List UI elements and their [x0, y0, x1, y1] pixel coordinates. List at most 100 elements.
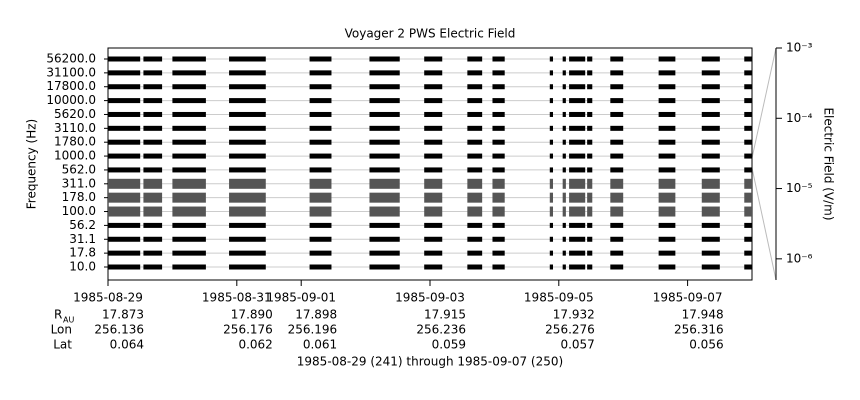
data-block — [467, 84, 483, 90]
data-block — [108, 56, 141, 62]
data-block — [744, 206, 752, 217]
ephemeris-value: 0.062 — [238, 338, 272, 352]
data-block — [744, 178, 752, 189]
data-block — [569, 153, 586, 159]
data-block — [108, 111, 141, 117]
y2-tick-label: 10⁻⁴ — [786, 111, 813, 125]
y-tick-label: 56.2 — [69, 218, 96, 232]
y-tick-label: 31.1 — [69, 232, 96, 246]
data-block — [658, 70, 676, 76]
data-block — [610, 70, 624, 76]
data-block — [549, 111, 554, 117]
data-block — [424, 70, 443, 76]
data-block — [108, 153, 141, 159]
data-block — [562, 264, 566, 270]
data-block — [610, 56, 624, 62]
data-block — [143, 236, 163, 242]
ephemeris-value: 256.276 — [545, 323, 595, 337]
data-block — [369, 206, 400, 217]
data-block — [610, 192, 624, 203]
data-block — [369, 111, 400, 117]
data-block — [610, 125, 624, 131]
data-block — [424, 236, 443, 242]
data-block — [369, 178, 400, 189]
data-block — [658, 192, 676, 203]
ephemeris-label: Lon — [51, 323, 72, 337]
data-block — [369, 222, 400, 228]
data-block — [610, 98, 624, 104]
data-block — [467, 70, 483, 76]
data-block — [492, 222, 505, 228]
data-block — [744, 98, 752, 104]
ephemeris-value: 17.873 — [102, 308, 144, 322]
data-block — [143, 192, 163, 203]
data-block — [549, 153, 554, 159]
data-block — [562, 167, 566, 173]
data-block — [492, 167, 505, 173]
data-block — [744, 125, 752, 131]
y-tick-label: 56200.0 — [46, 52, 96, 66]
data-block — [492, 178, 505, 189]
data-block — [587, 264, 593, 270]
data-block — [492, 192, 505, 203]
data-block — [369, 236, 400, 242]
data-block — [108, 264, 141, 270]
data-block — [701, 222, 720, 228]
data-block — [549, 264, 554, 270]
data-block — [587, 222, 593, 228]
data-block — [658, 167, 676, 173]
data-block — [569, 222, 586, 228]
data-block — [587, 153, 593, 159]
data-block — [701, 178, 720, 189]
data-block — [424, 264, 443, 270]
data-block — [569, 98, 586, 104]
data-block — [610, 111, 624, 117]
ephemeris-value: 17.948 — [682, 308, 724, 322]
data-block — [492, 98, 505, 104]
data-block — [610, 222, 624, 228]
data-block — [309, 264, 332, 270]
data-block — [369, 70, 400, 76]
connector — [751, 167, 777, 281]
ephemeris-value: 17.898 — [295, 308, 337, 322]
data-block — [610, 153, 624, 159]
data-block — [424, 125, 443, 131]
data-block — [172, 139, 206, 145]
data-block — [172, 98, 206, 104]
data-block — [492, 139, 505, 145]
data-block — [467, 250, 483, 256]
data-block — [569, 264, 586, 270]
data-block — [610, 178, 624, 189]
data-block — [229, 70, 266, 76]
data-block — [424, 192, 443, 203]
data-block — [569, 206, 586, 217]
y2-axis-title: Electric Field (V/m) — [822, 107, 836, 220]
data-block — [467, 153, 483, 159]
y-tick-label: 31100.0 — [46, 65, 96, 79]
ephemeris-value: 256.316 — [674, 323, 724, 337]
data-block — [143, 206, 163, 217]
ephemeris-value: 0.061 — [303, 338, 337, 352]
data-block — [701, 167, 720, 173]
data-block — [108, 206, 141, 217]
data-block — [229, 125, 266, 131]
data-block — [108, 125, 141, 131]
ephemeris-value: 0.064 — [110, 338, 144, 352]
y-tick-label: 311.0 — [62, 176, 96, 190]
data-block — [172, 192, 206, 203]
data-block — [569, 84, 586, 90]
data-block — [424, 178, 443, 189]
data-block — [143, 139, 163, 145]
data-block — [143, 84, 163, 90]
data-block — [658, 178, 676, 189]
ephemeris-label: R — [54, 308, 62, 322]
y-tick-label: 1780.0 — [54, 135, 96, 149]
data-block — [744, 139, 752, 145]
data-block — [108, 70, 141, 76]
ephemeris-value: 256.236 — [416, 323, 466, 337]
data-block — [467, 178, 483, 189]
data-block — [701, 70, 720, 76]
x-tick-label: 1985-08-31 — [202, 291, 272, 305]
data-block — [143, 111, 163, 117]
